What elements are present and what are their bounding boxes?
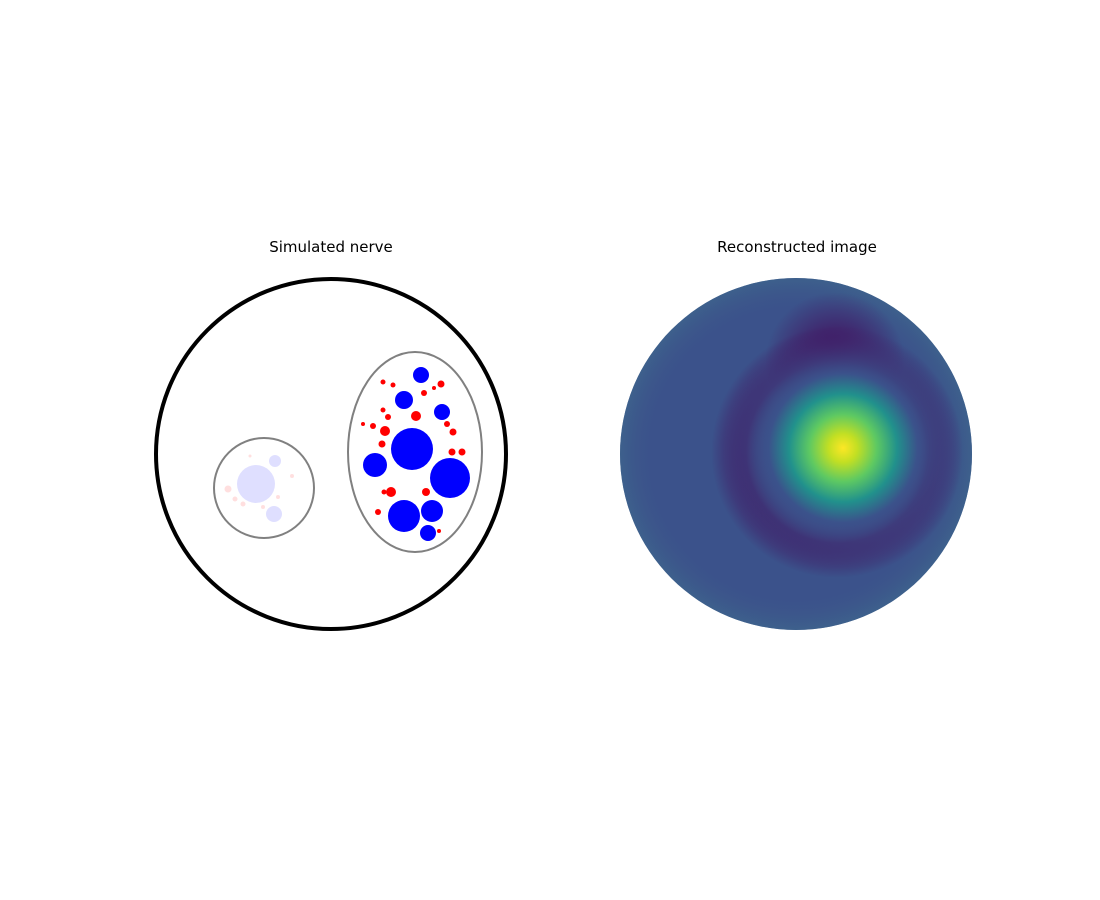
small-fibre bbox=[411, 411, 421, 421]
active-fibres bbox=[361, 367, 470, 541]
small-fibre bbox=[390, 382, 396, 388]
small-fibre bbox=[248, 454, 252, 458]
large-fibre bbox=[413, 367, 429, 383]
small-fibre bbox=[449, 428, 457, 436]
small-fibre bbox=[444, 421, 450, 427]
large-fibre bbox=[391, 428, 433, 470]
small-fibre bbox=[261, 505, 265, 509]
large-fibre bbox=[237, 465, 275, 503]
small-fibre bbox=[370, 423, 376, 429]
large-fibre bbox=[266, 506, 282, 522]
nerve-outline bbox=[154, 277, 508, 631]
active-fascicle bbox=[347, 351, 483, 553]
large-fibre bbox=[420, 525, 436, 541]
simulated-nerve-diagram bbox=[154, 277, 508, 631]
small-fibre bbox=[437, 529, 441, 533]
small-fibre bbox=[386, 487, 396, 497]
small-fibre bbox=[361, 422, 365, 426]
inactive-fibres bbox=[224, 454, 294, 522]
small-fibre bbox=[437, 380, 445, 388]
small-fibre bbox=[380, 379, 386, 385]
small-fibre bbox=[432, 386, 436, 390]
inactive-fascicle-outline bbox=[213, 437, 315, 539]
large-fibre bbox=[395, 391, 413, 409]
small-fibre bbox=[276, 495, 280, 499]
large-fibre bbox=[430, 458, 470, 498]
left-panel-title: Simulated nerve bbox=[269, 238, 393, 256]
small-fibre bbox=[421, 390, 427, 396]
large-fibre bbox=[388, 500, 420, 532]
reconstruction-hotspot bbox=[620, 278, 972, 630]
large-fibre bbox=[421, 500, 443, 522]
large-fibre bbox=[269, 455, 281, 467]
small-fibre bbox=[385, 414, 391, 420]
small-fibre bbox=[381, 489, 387, 495]
small-fibre bbox=[448, 448, 456, 456]
small-fibre bbox=[375, 509, 381, 515]
right-panel-title: Reconstructed image bbox=[717, 238, 877, 256]
small-fibre bbox=[378, 440, 386, 448]
small-fibre bbox=[380, 407, 386, 413]
small-fibre bbox=[422, 488, 430, 496]
small-fibre bbox=[240, 501, 246, 507]
small-fibre bbox=[224, 485, 232, 493]
small-fibre bbox=[380, 426, 390, 436]
inactive-fascicle bbox=[213, 437, 315, 539]
small-fibre bbox=[290, 474, 294, 478]
small-fibre bbox=[232, 496, 238, 502]
active-fascicle-outline bbox=[347, 351, 483, 553]
reconstructed-image bbox=[620, 278, 972, 630]
large-fibre bbox=[363, 453, 387, 477]
small-fibre bbox=[458, 448, 466, 456]
large-fibre bbox=[434, 404, 450, 420]
